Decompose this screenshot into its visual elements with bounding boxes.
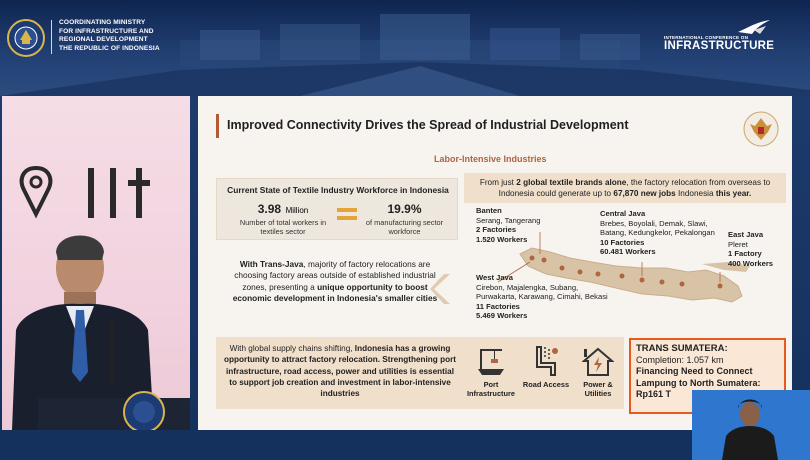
- west-java-name: West Java: [476, 273, 514, 282]
- stat-share-value: 19.9%: [387, 202, 422, 216]
- ministry-divider: [51, 20, 52, 54]
- callout-text-2: , the factory relocation from overseas t…: [498, 178, 771, 198]
- west-java-factories: 11 Factories: [476, 301, 520, 311]
- power-label: Power & Utilities: [583, 380, 613, 398]
- java-map: [466, 202, 788, 338]
- power-house-icon: [582, 347, 614, 376]
- stat-manufacturing-share: 19.9% of manufacturing sector workforce: [357, 200, 452, 236]
- garuda-emblem-icon: [743, 111, 779, 147]
- ministry-line-2: FOR INFRASTRUCTURE AND: [59, 27, 154, 35]
- stat-total-value: 3.98: [257, 202, 282, 216]
- region-east-java: East Java Pleret 1 Factory 400 Workers: [728, 230, 773, 268]
- presentation-slide: Improved Connectivity Drives the Spread …: [198, 96, 792, 430]
- region-central-java: Central Java Brebes, Boyolali, Demak, Sl…: [600, 209, 715, 257]
- west-java-cities-2: Purwakarta, Karawang, Cimahi, Bekasi: [476, 292, 608, 302]
- east-java-cities: Pleret: [728, 239, 748, 249]
- supply-chain-card: With global supply chains shifting, Indo…: [216, 337, 624, 409]
- west-java-workers: 5.469 Workers: [476, 311, 528, 321]
- callout-text-1: From just: [479, 178, 517, 187]
- java-island-map: [497, 232, 750, 303]
- sumatera-amount: Rp161 T: [636, 389, 672, 400]
- left-screen-graphic: [19, 165, 150, 219]
- road-icon: [536, 346, 558, 376]
- relocation-callout: From just 2 global textile brands alone,…: [464, 173, 786, 203]
- west-java-cities-1: Cirebon, Majalengka, Subang,: [476, 282, 579, 292]
- region-banten: Banten Serang, Tangerang 2 Factories 1.5…: [476, 206, 540, 244]
- equals-icon: [337, 208, 357, 220]
- supply-chain-lead: With global supply chains shifting,: [229, 344, 355, 353]
- conference-bird-icon: [738, 20, 770, 34]
- ministry-line-3: REGIONAL DEVELOPMENT: [59, 36, 148, 44]
- sumatera-completion: Completion: 1.057 km: [636, 354, 724, 365]
- city-skyline-backdrop: [0, 14, 810, 96]
- sign-language-interpreter: [692, 390, 810, 460]
- chevron-left-icon: [430, 274, 450, 304]
- banten-factories: 2 Factories: [476, 225, 517, 235]
- central-java-factories: 10 Factories: [600, 237, 645, 247]
- banten-cities: Serang, Tangerang: [476, 215, 541, 225]
- transjava-strong-1: With Trans-Java: [239, 259, 304, 269]
- transjava-text: With Trans-Java, majority of factory rel…: [226, 259, 444, 305]
- conference-title: INFRASTRUCTURE: [664, 40, 775, 52]
- workforce-title: Current State of Textile Industry Workfo…: [227, 185, 449, 195]
- stat-total-unit: Million: [285, 206, 309, 215]
- left-screen: [2, 96, 190, 430]
- stat-total-workers: 3.98 Million Number of total workers in …: [233, 200, 333, 236]
- port-crane-icon: [478, 349, 504, 375]
- title-accent-bar: [216, 114, 219, 138]
- transjava-strong-2: unique opportunity to boost economic dev…: [232, 281, 438, 304]
- sumatera-financing: Financing Need to Connect: [636, 366, 753, 377]
- central-java-cities-1: Brebes, Boyolali, Demak, Slawi,: [600, 218, 708, 228]
- supply-chain-strong: Indonesia has a growing opportunity to a…: [224, 344, 456, 399]
- stat-share-desc: of manufacturing sector workforce: [365, 218, 444, 236]
- ministry-name: COORDINATING MINISTRY FOR INFRASTRUCTURE…: [59, 19, 199, 53]
- transjava-body: , majority of factory relocations are ch…: [234, 259, 436, 292]
- port-label: Port Infrastructure: [466, 380, 516, 398]
- central-java-cities-2: Batang, Kedungkelor, Pekalongan: [600, 228, 715, 238]
- central-java-name: Central Java: [600, 209, 646, 218]
- speaker-at-podium: [12, 235, 190, 430]
- ministry-line-4: THE REPUBLIC OF INDONESIA: [59, 44, 160, 52]
- port-infrastructure-item: Port Infrastructure: [466, 345, 516, 398]
- ministry-line-1: COORDINATING MINISTRY: [59, 19, 146, 26]
- road-label: Road Access: [522, 380, 570, 389]
- power-utilities-item: Power & Utilities: [572, 345, 624, 398]
- callout-strong-3: this year.: [715, 189, 752, 198]
- central-java-workers: 60.481 Workers: [600, 247, 656, 257]
- east-java-name: East Java: [728, 230, 764, 239]
- callout-strong-1: 2 global textile brands alone: [516, 178, 627, 187]
- supply-chain-text: With global supply chains shifting, Indo…: [222, 343, 458, 399]
- sumatera-route: Lampung to North Sumatera:: [636, 377, 761, 388]
- slide-subtitle: Labor-Intensive Industries: [434, 154, 547, 164]
- road-access-item: Road Access: [522, 345, 570, 389]
- east-java-workers: 400 Workers: [728, 258, 774, 268]
- banten-name: Banten: [476, 206, 502, 215]
- interpreter-figure: [722, 399, 778, 460]
- sumatera-title: TRANS SUMATERA:: [636, 343, 728, 354]
- conference-subtitle: INTERNATIONAL CONFERENCE ON: [664, 35, 749, 40]
- callout-text-3: Indonesia: [675, 189, 716, 198]
- workforce-card: Current State of Textile Industry Workfo…: [216, 178, 458, 240]
- region-west-java: West Java Cirebon, Majalengka, Subang, P…: [476, 273, 608, 321]
- conference-logo: INTERNATIONAL CONFERENCE ON INFRASTRUCTU…: [664, 18, 784, 58]
- callout-strong-2: 67,870 new jobs: [613, 189, 676, 198]
- stat-total-desc: Number of total workers in textiles sect…: [239, 218, 327, 236]
- banten-workers: 1.520 Workers: [476, 234, 528, 244]
- ministry-emblem-icon: [7, 19, 45, 57]
- slide-title: Improved Connectivity Drives the Spread …: [227, 118, 629, 132]
- east-java-factories: 1 Factory: [728, 249, 762, 259]
